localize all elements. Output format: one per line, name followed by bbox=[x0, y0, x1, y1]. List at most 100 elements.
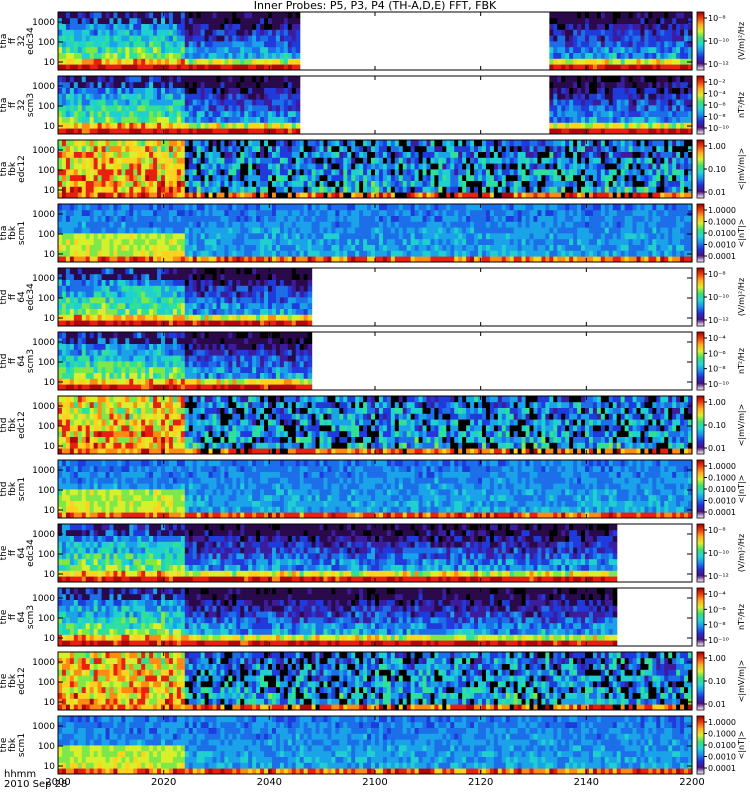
heatmap-cell bbox=[323, 151, 329, 158]
heatmap-cell bbox=[85, 46, 91, 53]
heatmap-cell bbox=[240, 58, 245, 65]
heatmap-cell bbox=[268, 105, 273, 112]
heatmap-cell bbox=[343, 180, 348, 187]
heatmap-cell bbox=[149, 180, 154, 187]
heatmap-cell bbox=[121, 12, 126, 19]
heatmap-cell bbox=[73, 122, 79, 129]
heatmap-cell bbox=[240, 244, 245, 251]
heatmap-cell bbox=[394, 151, 400, 158]
heatmap-cell bbox=[58, 46, 63, 53]
heatmap-cell bbox=[343, 140, 348, 147]
heatmap-cell bbox=[220, 233, 226, 240]
heatmap-cell bbox=[271, 157, 277, 164]
heatmap-cell bbox=[648, 41, 653, 48]
heatmap-cell bbox=[145, 87, 150, 94]
heatmap-cell bbox=[61, 128, 67, 135]
heatmap-cell bbox=[537, 169, 543, 176]
heatmap-cell bbox=[323, 180, 329, 187]
heatmap-cell bbox=[323, 233, 329, 240]
heatmap-cell bbox=[153, 128, 158, 135]
heatmap-cell bbox=[680, 35, 685, 42]
heatmap-cell bbox=[121, 215, 126, 222]
heatmap-cell bbox=[168, 46, 174, 53]
heatmap-cell bbox=[367, 186, 372, 193]
heatmap-cell bbox=[426, 157, 432, 164]
heatmap-cell bbox=[371, 192, 376, 199]
heatmap-cell bbox=[672, 157, 677, 164]
heatmap-cell bbox=[386, 186, 392, 193]
heatmap-cell bbox=[188, 244, 194, 251]
heatmap-cell bbox=[81, 227, 87, 234]
heatmap-cell bbox=[557, 46, 562, 53]
heatmap-cell bbox=[513, 227, 519, 234]
heatmap-cell bbox=[125, 12, 130, 19]
heatmap-cell bbox=[656, 174, 661, 181]
heatmap-cell bbox=[220, 250, 226, 257]
heatmap-cell bbox=[553, 41, 558, 48]
heatmap-cell bbox=[295, 186, 301, 193]
heatmap-cell bbox=[180, 169, 186, 176]
heatmap-cell bbox=[252, 122, 257, 129]
heatmap-cell bbox=[196, 99, 202, 106]
heatmap-cell bbox=[220, 180, 226, 187]
heatmap-cell bbox=[307, 163, 313, 170]
heatmap-cell bbox=[596, 122, 602, 129]
heatmap-cell bbox=[220, 64, 226, 71]
heatmap-cell bbox=[446, 140, 451, 147]
heatmap-cell bbox=[164, 180, 170, 187]
heatmap-cell bbox=[192, 163, 198, 170]
heatmap-cell bbox=[347, 209, 352, 216]
heatmap-cell bbox=[157, 76, 162, 83]
heatmap-cell bbox=[470, 157, 475, 164]
heatmap-cell bbox=[616, 186, 622, 193]
heatmap-cell bbox=[220, 169, 226, 176]
heatmap-cell bbox=[382, 186, 388, 193]
heatmap-cell bbox=[553, 105, 558, 112]
heatmap-cell bbox=[406, 215, 412, 222]
heatmap-cell bbox=[450, 151, 455, 158]
heatmap-cell bbox=[168, 52, 174, 59]
heatmap-cell bbox=[438, 174, 443, 181]
heatmap-cell bbox=[58, 116, 63, 123]
heatmap-cell bbox=[600, 99, 606, 106]
heatmap-cell bbox=[612, 163, 618, 170]
heatmap-cell bbox=[271, 64, 277, 71]
heatmap-cell bbox=[81, 192, 87, 199]
heatmap-cell bbox=[458, 238, 463, 245]
heatmap-cell bbox=[232, 87, 237, 94]
heatmap-cell bbox=[442, 186, 447, 193]
heatmap-cell bbox=[438, 145, 443, 152]
heatmap-cell bbox=[652, 145, 657, 152]
heatmap-cell bbox=[351, 215, 356, 222]
heatmap-cell bbox=[113, 192, 119, 199]
heatmap-cell bbox=[65, 76, 71, 83]
heatmap-cell bbox=[77, 105, 83, 112]
heatmap-cell bbox=[307, 204, 313, 211]
heatmap-cell bbox=[680, 64, 685, 71]
colorbar-unit: nT²/Hz bbox=[737, 92, 746, 118]
heatmap-cell bbox=[489, 180, 495, 187]
heatmap-cell bbox=[656, 186, 661, 193]
heatmap-cell bbox=[61, 122, 67, 129]
heatmap-cell bbox=[604, 23, 610, 30]
heatmap-cell bbox=[513, 192, 519, 199]
heatmap-cell bbox=[573, 180, 578, 187]
heatmap-cell bbox=[537, 151, 543, 158]
heatmap-cell bbox=[145, 227, 150, 234]
colorbar-tick-label: 10⁻⁶ bbox=[708, 101, 726, 110]
heatmap-cell bbox=[129, 215, 134, 222]
heatmap-cell bbox=[640, 105, 646, 112]
heatmap-cell bbox=[105, 81, 111, 88]
heatmap-cell bbox=[569, 23, 574, 30]
heatmap-cell bbox=[121, 93, 126, 100]
heatmap-cell bbox=[89, 151, 95, 158]
heatmap-cell bbox=[608, 128, 614, 135]
heatmap-cell bbox=[137, 157, 142, 164]
heatmap-cell bbox=[117, 17, 122, 24]
heatmap-cell bbox=[85, 180, 91, 187]
heatmap-cell bbox=[588, 116, 594, 123]
heatmap-cell bbox=[454, 157, 459, 164]
heatmap-cell bbox=[287, 93, 293, 100]
heatmap-cell bbox=[616, 140, 622, 147]
heatmap-cell bbox=[295, 204, 301, 211]
